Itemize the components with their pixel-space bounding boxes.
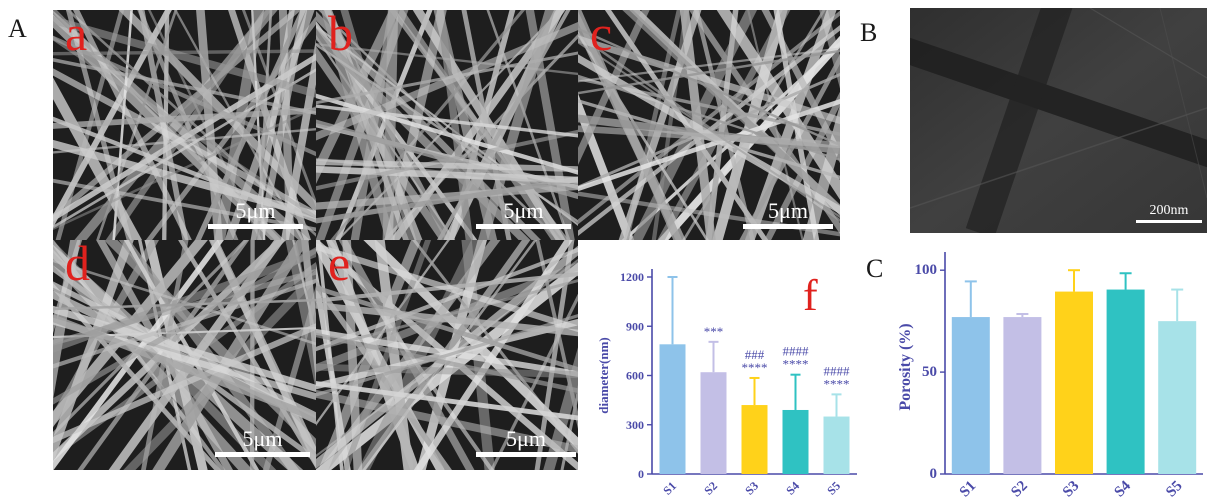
y-tick-label: 600 [626,369,644,383]
x-tick-label: S5 [1163,478,1186,500]
scale-bar: 5μm [476,200,571,229]
bar-S2 [1003,317,1042,474]
significance-mark: #### [783,344,810,359]
y-tick-label: 1200 [620,270,644,284]
significance-mark: **** [742,360,768,375]
scale-line [1136,220,1202,223]
sem-letter: e [328,240,351,291]
y-tick-label: 0 [930,466,938,482]
x-tick-label: S4 [783,479,802,498]
x-tick-label: S2 [1008,478,1031,500]
bar-S4 [782,409,809,474]
fiber-texture [316,10,578,240]
scale-line [215,452,310,457]
panel-label-b: B [860,18,878,47]
scale-label: 5μm [506,426,546,451]
significance-mark: **** [783,357,809,372]
sem-image-d: d 5μm [53,240,316,470]
fiber-texture [53,240,316,470]
y-tick-label: 0 [638,467,644,481]
x-tick-label: S1 [660,479,679,498]
scale-bar: 200nm [1136,204,1202,223]
y-tick-label: 300 [626,418,644,432]
tem-texture [910,8,1207,233]
porosity-chart: 0 50 100 Porosity (%) S1 S2 S3 S4 S5 [897,252,1203,500]
scale-label: 200nm [1149,203,1189,218]
chart-panel-letter: f [803,271,818,320]
y-tick-label: 50 [922,364,937,380]
bar-S4 [1106,289,1145,474]
y-axis-label: Porosity (%) [897,323,914,410]
sem-letter: c [590,10,613,61]
sem-letter: d [65,240,90,291]
x-tick-label: S4 [1112,478,1135,500]
fiber-texture [53,10,316,240]
bar-S3 [741,405,768,474]
significance-mark: *** [704,324,724,339]
scale-label: 5μm [242,426,283,451]
fiber-texture [578,10,840,240]
sem-image-a: a 5μm [53,10,316,240]
bar-S2 [700,372,727,474]
x-tick-label: S2 [701,479,720,498]
scale-line [476,224,571,229]
bar-S5 [1158,321,1197,474]
sem-image-b: b 5μm [316,10,578,240]
x-tick-label: S3 [1060,478,1083,500]
scale-bar: 5μm [476,428,576,457]
tem-image: 200nm [910,8,1207,233]
bar-S5 [823,416,850,474]
scale-bar: 5μm [743,200,833,229]
scale-label: 5μm [503,198,544,223]
x-tick-label: S1 [957,478,980,500]
bar-S3 [1055,291,1093,474]
scale-line [743,224,833,229]
bar-S1 [951,317,990,474]
x-tick-label: S3 [742,479,761,498]
sem-image-c: c 5μm [578,10,840,240]
sem-image-e: e 5μm [316,240,578,470]
scale-line [208,224,303,229]
significance-mark: #### [824,363,851,378]
panel-label-c: C [866,254,884,283]
scale-line [476,452,576,457]
panel-label-a: A [8,14,27,43]
x-tick-label: S5 [824,479,843,498]
fiber-texture [316,240,578,470]
scale-bar: 5μm [215,428,310,457]
bar-S1 [659,344,686,474]
sem-letter: a [65,10,88,61]
scale-label: 5μm [235,198,276,223]
scale-bar: 5μm [208,200,303,229]
significance-mark: **** [824,376,850,391]
y-axis-label: diameter(nm) [596,337,611,414]
y-tick-label: 900 [626,319,644,333]
sem-letter: b [328,10,353,61]
significance-mark: ### [745,347,765,362]
scale-label: 5μm [768,198,808,223]
y-tick-label: 100 [915,262,938,278]
